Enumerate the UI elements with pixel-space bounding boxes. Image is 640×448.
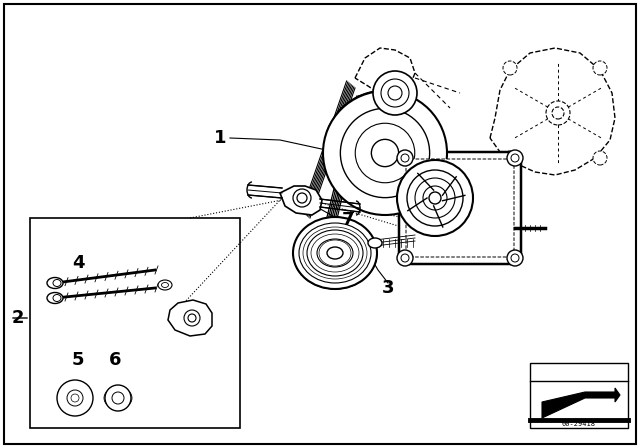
Text: 2: 2 (12, 309, 24, 327)
Circle shape (503, 151, 517, 165)
Circle shape (429, 192, 441, 204)
Text: 7: 7 (342, 211, 355, 229)
Circle shape (371, 139, 399, 167)
Ellipse shape (158, 280, 172, 290)
Text: 1: 1 (214, 129, 227, 147)
Ellipse shape (53, 280, 61, 287)
Circle shape (373, 71, 417, 115)
Circle shape (401, 154, 409, 162)
Polygon shape (168, 300, 212, 336)
Ellipse shape (293, 217, 377, 289)
Text: 00-29418: 00-29418 (562, 421, 596, 427)
Circle shape (184, 310, 200, 326)
Circle shape (593, 151, 607, 165)
Circle shape (71, 394, 79, 402)
Bar (30, 218, 240, 428)
Circle shape (546, 101, 570, 125)
Ellipse shape (104, 387, 132, 409)
Polygon shape (542, 388, 620, 418)
Circle shape (503, 61, 517, 75)
Circle shape (397, 250, 413, 266)
FancyBboxPatch shape (399, 152, 521, 264)
Ellipse shape (368, 238, 382, 248)
Polygon shape (490, 48, 615, 175)
Ellipse shape (317, 239, 353, 267)
Ellipse shape (161, 283, 168, 288)
Text: 6: 6 (109, 351, 121, 369)
Circle shape (67, 390, 83, 406)
Circle shape (355, 123, 415, 183)
Circle shape (423, 186, 447, 210)
FancyBboxPatch shape (406, 159, 514, 257)
Polygon shape (355, 48, 415, 96)
Circle shape (340, 108, 429, 198)
Circle shape (112, 392, 124, 404)
Circle shape (511, 254, 519, 262)
Circle shape (593, 61, 607, 75)
Ellipse shape (307, 230, 363, 276)
Circle shape (507, 250, 523, 266)
Circle shape (401, 254, 409, 262)
Circle shape (511, 154, 519, 162)
Ellipse shape (53, 294, 61, 302)
Text: 5: 5 (72, 351, 84, 369)
Circle shape (381, 79, 409, 107)
Circle shape (57, 380, 93, 416)
Circle shape (297, 193, 307, 203)
Circle shape (105, 385, 131, 411)
Ellipse shape (327, 247, 343, 259)
Polygon shape (280, 186, 322, 215)
Ellipse shape (47, 277, 63, 289)
Circle shape (293, 189, 311, 207)
Circle shape (507, 150, 523, 166)
Circle shape (397, 160, 473, 236)
Circle shape (552, 107, 564, 119)
Circle shape (415, 178, 455, 218)
Bar (530, 363, 628, 428)
Circle shape (397, 150, 413, 166)
Text: 3: 3 (381, 279, 394, 297)
Circle shape (188, 314, 196, 322)
Circle shape (407, 170, 463, 226)
Ellipse shape (47, 293, 63, 303)
Circle shape (388, 86, 402, 100)
Circle shape (323, 91, 447, 215)
Text: 4: 4 (72, 254, 84, 272)
Ellipse shape (299, 223, 371, 283)
